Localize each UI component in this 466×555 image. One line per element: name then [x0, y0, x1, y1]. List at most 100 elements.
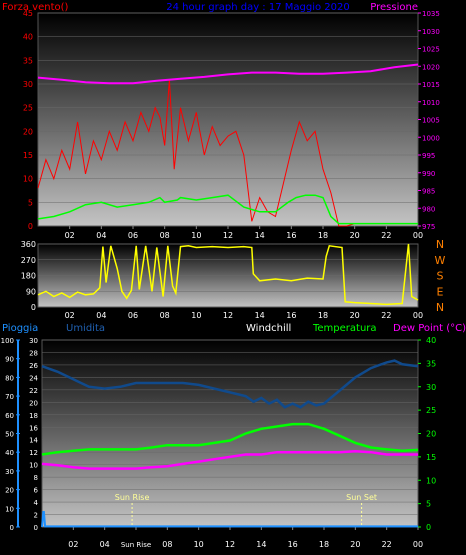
gust-series-line: [37, 79, 418, 227]
chart-title: 24 hour graph day : 17 Maggio 2020: [166, 2, 349, 13]
x-tick-label: 10: [191, 311, 201, 320]
humidity-tick-label: 20: [29, 399, 38, 407]
pressure-tick-label: 975: [422, 223, 435, 231]
wind-tick-label: 15: [23, 151, 33, 160]
temperature-tick-label: 10: [426, 476, 436, 485]
humidity-tick-label: 2: [34, 512, 38, 520]
temperature-tick-label: 30: [426, 383, 436, 392]
wind-direction-series: [37, 243, 419, 306]
x-tick-label: 20: [350, 311, 360, 320]
rain-tick-label: 90: [5, 356, 14, 364]
dewpoint-series-line: [41, 450, 418, 470]
humidity-tick-label: 28: [29, 349, 38, 357]
pressure-tick-label: 990: [422, 170, 435, 178]
temperature-tick-label: 25: [426, 406, 436, 415]
wind-tick-label: 35: [23, 56, 33, 65]
x-tick-label: 18: [318, 311, 328, 320]
humidity-tick-label: 8: [34, 474, 38, 482]
humidity-tick-label: 6: [34, 487, 39, 495]
wind-speed-axis: 0 5 10 15 20 25 30 35 40 45: [23, 9, 33, 231]
pressure-tick-label: 980: [422, 205, 435, 213]
humidity-tick-label: 18: [29, 412, 38, 420]
direction-tick-label: 180: [21, 272, 36, 281]
rain-tick-label: 0: [10, 524, 14, 532]
pressure-tick-label: 995: [422, 152, 435, 160]
x-tick-label: 02: [65, 231, 75, 240]
wind-axis-title: Forza vento(): [2, 2, 69, 13]
humidity-tick-label: 30: [29, 337, 38, 345]
wind-tick-label: 0: [28, 222, 33, 231]
wind-tick-label: 5: [28, 198, 33, 207]
x-tick-label: 00: [413, 540, 423, 549]
pressure-tick-label: 1015: [422, 81, 440, 89]
direction-tick-label: 90: [26, 287, 36, 296]
rain-tick-label: 10: [5, 505, 14, 513]
direction-degrees-axis: 0 90 180 270 360: [21, 240, 36, 312]
x-tick-label: 14: [255, 231, 265, 240]
pressure-tick-label: 985: [422, 188, 435, 196]
rain-tick-label: 40: [5, 449, 14, 457]
temperature-tick-label: 0: [426, 523, 431, 532]
rain-tick-label: 30: [5, 468, 14, 476]
pressure-tick-label: 1000: [422, 134, 440, 142]
temperature-tick-label: 20: [426, 430, 436, 439]
x-tick-label: 18: [318, 231, 328, 240]
temperature-axis: 0 5 10 15 20 25 30 35 40: [418, 336, 436, 532]
humidity-tick-label: 4: [34, 499, 39, 507]
humidity-axis-title: Umidita: [66, 323, 105, 334]
x-tick-label: 04: [100, 540, 110, 549]
rain-tick-label: 80: [5, 374, 14, 382]
temperature-tick-label: 40: [426, 336, 436, 345]
x-tick-label: 08: [160, 311, 170, 320]
wind-direction-x-axis: 02 04 06 08 10 12 14 16 18 20 22 00: [65, 311, 424, 320]
x-tick-label: 08: [162, 540, 172, 549]
x-tick-label: 22: [381, 231, 391, 240]
x-tick-label: 02: [65, 311, 75, 320]
rain-tick-label: 60: [5, 412, 14, 420]
pressure-tick-label: 1025: [422, 46, 440, 54]
pressure-tick-label: 1020: [422, 63, 440, 71]
x-tick-label: 18: [319, 540, 329, 549]
compass-label: W: [435, 254, 446, 267]
rain-tick-label: 70: [5, 393, 14, 401]
x-tick-label: 10: [194, 540, 204, 549]
rain-series-line: [41, 511, 418, 528]
rain-axis: 0 10 20 30 40 50 60 70 80 90 100: [1, 337, 20, 532]
sun-markers: Sun Rise Sun Set: [115, 493, 377, 527]
pressure-series-line: [37, 63, 419, 85]
sun-marker-label: Sun Rise: [115, 493, 150, 502]
humidity-tick-label: 24: [29, 374, 38, 382]
wind-direction-series-line: [37, 243, 419, 306]
x-tick-label: 08: [160, 231, 170, 240]
direction-tick-label: 0: [31, 303, 36, 312]
direction-tick-label: 270: [21, 256, 36, 265]
wind-pressure-x-axis: 02 04 06 08 10 12 14 16 18 20 22 00: [65, 226, 423, 240]
temperature-plot-area: [41, 339, 419, 528]
pressure-tick-label: 1030: [422, 28, 440, 36]
x-tick-label: 20: [350, 540, 360, 549]
x-tick-label: 00: [413, 311, 423, 320]
compass-label: E: [437, 285, 444, 298]
x-tick-label: 10: [191, 231, 201, 240]
pressure-axis-title: Pressione: [370, 2, 418, 13]
rain-axis-title: Pioggia: [2, 323, 38, 334]
direction-tick-label: 360: [21, 240, 36, 249]
humidity-tick-label: 12: [29, 449, 38, 457]
x-tick-label: 00: [413, 231, 423, 240]
humidity-series-line: [41, 359, 419, 409]
temperature-x-axis: 02 04 Sun Rise 08 10 12 14 16 18 20 22 00: [68, 527, 423, 549]
temperature-legend: Temperatura: [312, 323, 377, 334]
pressure-axis: 975 980 985 990 995 1000 1005 1010 1015 1020 1025 1…: [418, 10, 440, 231]
wind-pressure-series: [37, 63, 419, 227]
humidity-tick-label: 0: [34, 524, 38, 532]
dewpoint-legend: Dew Point (°C): [393, 323, 466, 334]
wind-pressure-plot-area: [37, 12, 419, 227]
rain-tick-label: 20: [5, 487, 14, 495]
rain-tick-label: 50: [5, 431, 14, 439]
x-tick-label: 12: [225, 540, 235, 549]
x-tick-label: 06: [128, 231, 138, 240]
wind-tick-label: 20: [23, 127, 33, 136]
x-tick-label: 04: [96, 231, 106, 240]
x-tick-label: 16: [286, 231, 296, 240]
